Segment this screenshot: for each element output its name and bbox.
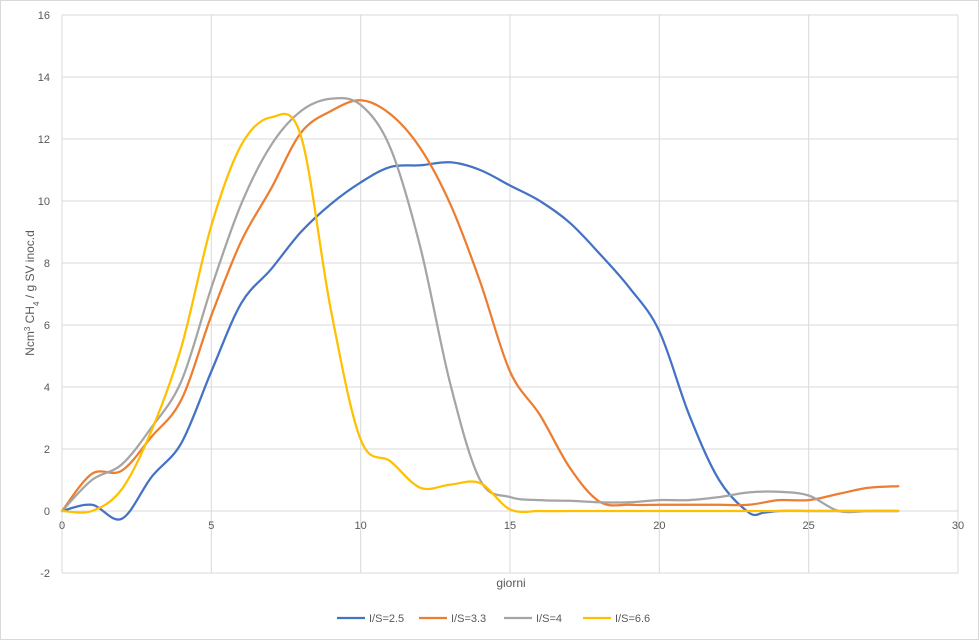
x-tick-label: 5 <box>208 520 214 532</box>
y-tick-label: 0 <box>44 506 50 518</box>
x-tick-label: 30 <box>952 520 964 532</box>
series-line-1 <box>60 161 900 521</box>
y-tick-label: 10 <box>38 196 50 208</box>
y-tick-label: 2 <box>44 444 50 456</box>
x-tick-label: 15 <box>504 520 516 532</box>
series-line-2 <box>60 99 900 513</box>
legend-label: I/S=2.5 <box>369 613 404 625</box>
legend-label: I/S=3.3 <box>451 613 486 625</box>
y-axis-title: Ncm3 CH4 / g SV inoc.d <box>23 230 41 356</box>
legend-label: I/S=6.6 <box>615 613 650 625</box>
x-tick-label: 25 <box>803 520 815 532</box>
gridlines <box>61 14 959 574</box>
y-tick-label: 6 <box>44 320 50 332</box>
y-tick-label: 12 <box>38 134 50 146</box>
x-tick-label: 0 <box>59 520 65 532</box>
x-tick-label: 20 <box>653 520 665 532</box>
y-axis-tick-labels: -2 0 2 4 6 8 10 12 14 16 <box>38 10 50 580</box>
y-tick-label: 14 <box>38 72 50 84</box>
series-lines <box>60 96 900 521</box>
y-tick-label: 4 <box>44 382 50 394</box>
series-line-4 <box>60 112 900 514</box>
x-tick-label: 10 <box>355 520 367 532</box>
y-tick-label: 8 <box>44 258 50 270</box>
x-axis-title: giorni <box>496 576 525 590</box>
legend-label: I/S=4 <box>536 613 562 625</box>
y-tick-label: 16 <box>38 10 50 22</box>
series-line-3 <box>60 96 900 514</box>
x-axis-tick-labels: 0 5 10 15 20 25 30 <box>59 520 964 532</box>
y-tick-label: -2 <box>40 568 50 580</box>
legend: I/S=2.5 I/S=3.3 I/S=4 I/S=6.6 <box>337 613 650 625</box>
